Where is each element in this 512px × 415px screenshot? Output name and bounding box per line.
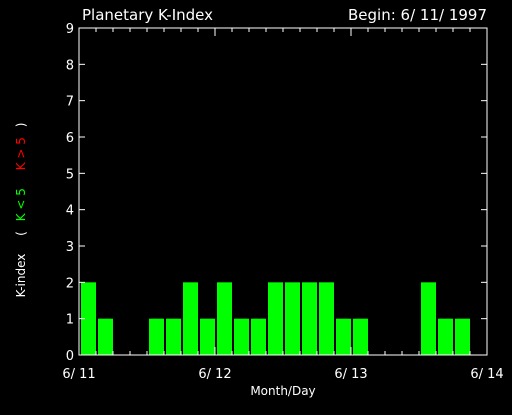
- chart-title: Planetary K-Index: [82, 6, 213, 24]
- y-tick-label: 4: [66, 204, 74, 219]
- bar: [200, 318, 215, 355]
- y-tick-label: 2: [66, 276, 74, 291]
- y-tick-label: 9: [66, 22, 74, 37]
- bar: [336, 318, 351, 355]
- bar: [421, 282, 436, 355]
- bar: [217, 282, 232, 355]
- bar: [455, 318, 470, 355]
- y-tick-label: 0: [66, 349, 74, 364]
- y-tick-label: 1: [66, 313, 74, 328]
- y-axis-label: K-index ( K < 5 K > 5 ): [14, 123, 28, 298]
- x-tick-label: 6/ 12: [198, 367, 231, 382]
- x-tick-label: 6/ 13: [334, 367, 367, 382]
- y-axis-label-paren-close: ): [14, 123, 28, 128]
- y-tick-label: 6: [66, 131, 74, 146]
- bar: [234, 318, 249, 355]
- y-axis-label-paren-open: (: [14, 231, 28, 236]
- bar: [302, 282, 317, 355]
- bar: [285, 282, 300, 355]
- y-tick-label: 5: [66, 167, 74, 182]
- bar: [251, 318, 266, 355]
- bar: [149, 318, 164, 355]
- axes-group: 0 1 2 3 4 5 6 7 8 9 6/ 11 6/ 12 6/ 13 6/ 14: [62, 22, 503, 382]
- y-axis-label-high: K > 5: [14, 137, 28, 170]
- bar: [319, 282, 334, 355]
- y-tick-label: 3: [66, 240, 74, 255]
- y-tick-label: 8: [66, 58, 74, 73]
- x-axis-label: Month/Day: [250, 384, 315, 398]
- bar: [166, 318, 181, 355]
- bars-group: [81, 282, 470, 355]
- svg-text:K-index ( K < 5: K-index ( K < 5 K > 5 ): [14, 123, 28, 298]
- y-axis-label-low: K < 5: [14, 188, 28, 221]
- bar: [183, 282, 198, 355]
- x-tick-label: 6/ 11: [62, 367, 95, 382]
- x-tick-label: 6/ 14: [470, 367, 503, 382]
- bar: [438, 318, 453, 355]
- bar: [353, 318, 368, 355]
- chart-subtitle: Begin: 6/ 11/ 1997: [348, 6, 487, 24]
- y-tick-label: 7: [66, 95, 74, 110]
- y-axis-label-text: K-index: [14, 254, 28, 298]
- bar: [268, 282, 283, 355]
- bar: [81, 282, 96, 355]
- bar: [98, 318, 113, 355]
